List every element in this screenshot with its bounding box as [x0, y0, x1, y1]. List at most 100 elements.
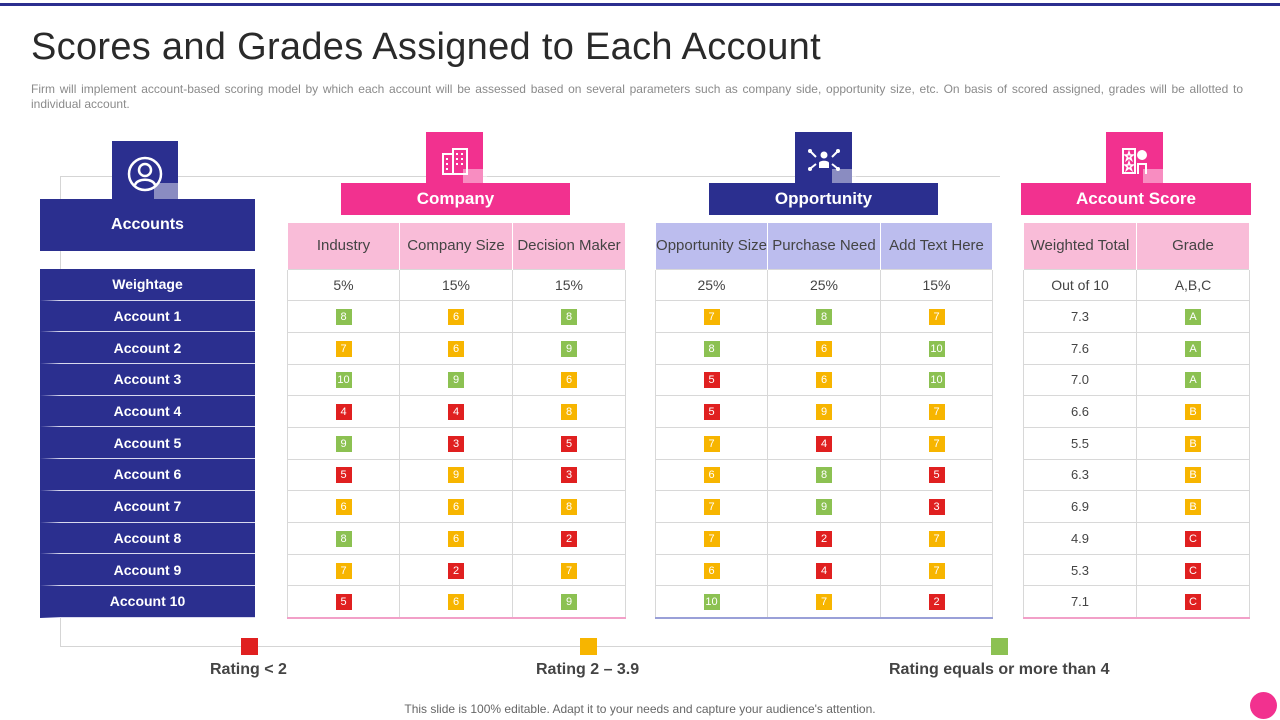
opportunity-icon-tile — [795, 132, 856, 193]
score-cell: 8 — [512, 300, 626, 333]
grade-badge: B — [1185, 435, 1201, 452]
score-badge: 5 — [335, 593, 352, 610]
legend-red-swatch — [241, 638, 258, 655]
score-cell: 8 — [512, 395, 626, 428]
score-badge: 9 — [448, 467, 464, 484]
score-cell: 10 — [880, 331, 993, 365]
score-cell: 5 — [880, 458, 993, 492]
weightage-cell: 15% — [512, 268, 626, 302]
score-cell: 7 — [287, 331, 400, 365]
score-badge: 8 — [561, 499, 577, 516]
weighted-total-cell: 6.6 — [1023, 395, 1137, 428]
score-cell: 2 — [880, 585, 993, 619]
column-header: Add Text Here — [880, 223, 993, 269]
account-row-label: Account 4 — [40, 395, 255, 428]
table-row: 7.6 A — [1023, 331, 1250, 365]
table-row: 5.5 B — [1023, 426, 1250, 460]
score-badge: 6 — [448, 530, 464, 547]
score-cell: 5 — [287, 585, 400, 619]
legend-green-swatch — [991, 638, 1008, 655]
corner-dot — [1250, 692, 1277, 719]
network-people-icon — [807, 148, 840, 171]
grade-cell: B — [1136, 458, 1250, 492]
weighted-total-cell: 6.3 — [1023, 458, 1137, 492]
table-row: 6.9 B — [1023, 490, 1250, 523]
score-cell: 9 — [512, 331, 626, 365]
score-cell: 7 — [880, 553, 993, 587]
column-header: Industry — [287, 223, 400, 269]
score-badge: 5 — [703, 404, 720, 421]
score-cell: 10 — [287, 363, 400, 397]
score-cell: 8 — [767, 458, 881, 492]
score-badge: 9 — [816, 404, 832, 421]
score-badge: 7 — [928, 530, 945, 547]
score-badge: 9 — [561, 593, 577, 610]
score-cell: 9 — [287, 426, 400, 460]
score-badge: 9 — [448, 372, 464, 389]
score-cell: 5 — [655, 395, 768, 428]
account-name: Account 5 — [113, 434, 182, 451]
grade-cell: A — [1136, 331, 1250, 365]
account-row-label: Account 2 — [40, 332, 255, 365]
score-cell: 6 — [399, 331, 513, 365]
score-badge: 2 — [928, 593, 945, 610]
account-score-table: Weighted Total Grade Out of 10 A,B,C 7.3 A 7.… — [1023, 223, 1250, 619]
score-cell: 6 — [287, 490, 400, 523]
table-row: 5 9 3 — [287, 458, 626, 492]
weightage-cell: Out of 10 — [1023, 268, 1137, 302]
score-badge: 6 — [335, 499, 352, 516]
weighted-total-cell: 6.9 — [1023, 490, 1137, 523]
score-badge: 2 — [816, 530, 832, 547]
table-row: 9 3 5 — [287, 426, 626, 460]
weightage-cell: 15% — [880, 268, 993, 302]
table-row: 6.6 B — [1023, 395, 1250, 428]
table-row: 6.3 B — [1023, 458, 1250, 492]
column-header: Decision Maker — [512, 223, 626, 269]
score-badge: 8 — [335, 530, 352, 547]
grade-badge: C — [1185, 562, 1201, 579]
score-cell: 4 — [399, 395, 513, 428]
table-row: 7.3 A — [1023, 300, 1250, 333]
account-name: Account 3 — [113, 371, 182, 388]
score-badge: 5 — [703, 372, 720, 389]
score-cell: 3 — [399, 426, 513, 460]
table-row: 7 2 7 — [287, 553, 626, 587]
table-row: 5 6 9 — [287, 585, 626, 619]
legend-green-label: Rating equals or more than 4 — [889, 661, 1110, 678]
score-cell: 4 — [767, 553, 881, 587]
score-badge: 3 — [561, 467, 577, 484]
company-icon-tile — [426, 132, 487, 193]
column-header: Purchase Need — [767, 223, 881, 269]
score-cell: 9 — [767, 490, 881, 523]
weighted-total-cell: 7.6 — [1023, 331, 1137, 365]
top-accent-bar — [0, 3, 1280, 6]
grade-cell: A — [1136, 363, 1250, 397]
score-badge: 7 — [335, 562, 352, 579]
grade-badge: A — [1185, 372, 1201, 389]
score-badge: 10 — [335, 372, 352, 389]
column-header: Weighted Total — [1023, 223, 1137, 269]
table-row: 5.3 C — [1023, 553, 1250, 587]
score-cell: 5 — [287, 458, 400, 492]
account-name: Account 9 — [113, 561, 182, 578]
weightage-row-label: Weightage — [40, 269, 255, 301]
footer-note: This slide is 100% editable. Adapt it to… — [404, 702, 876, 716]
score-cell: 6 — [399, 585, 513, 619]
score-badge: 6 — [703, 467, 720, 484]
score-badge: 9 — [561, 340, 577, 357]
grade-cell: C — [1136, 553, 1250, 587]
score-cell: 8 — [287, 300, 400, 333]
score-cell: 8 — [767, 300, 881, 333]
score-badge: 7 — [928, 562, 945, 579]
grade-cell: C — [1136, 522, 1250, 555]
score-badge: 7 — [561, 562, 577, 579]
score-cell: 9 — [767, 395, 881, 428]
score-cell: 6 — [767, 331, 881, 365]
score-badge: 4 — [448, 404, 464, 421]
weightage-cell: A,B,C — [1136, 268, 1250, 302]
weighted-total-cell: 7.0 — [1023, 363, 1137, 397]
table-row: 7.1 C — [1023, 585, 1250, 619]
grade-cell: B — [1136, 490, 1250, 523]
score-cell: 7 — [880, 395, 993, 428]
score-badge: 7 — [703, 530, 720, 547]
